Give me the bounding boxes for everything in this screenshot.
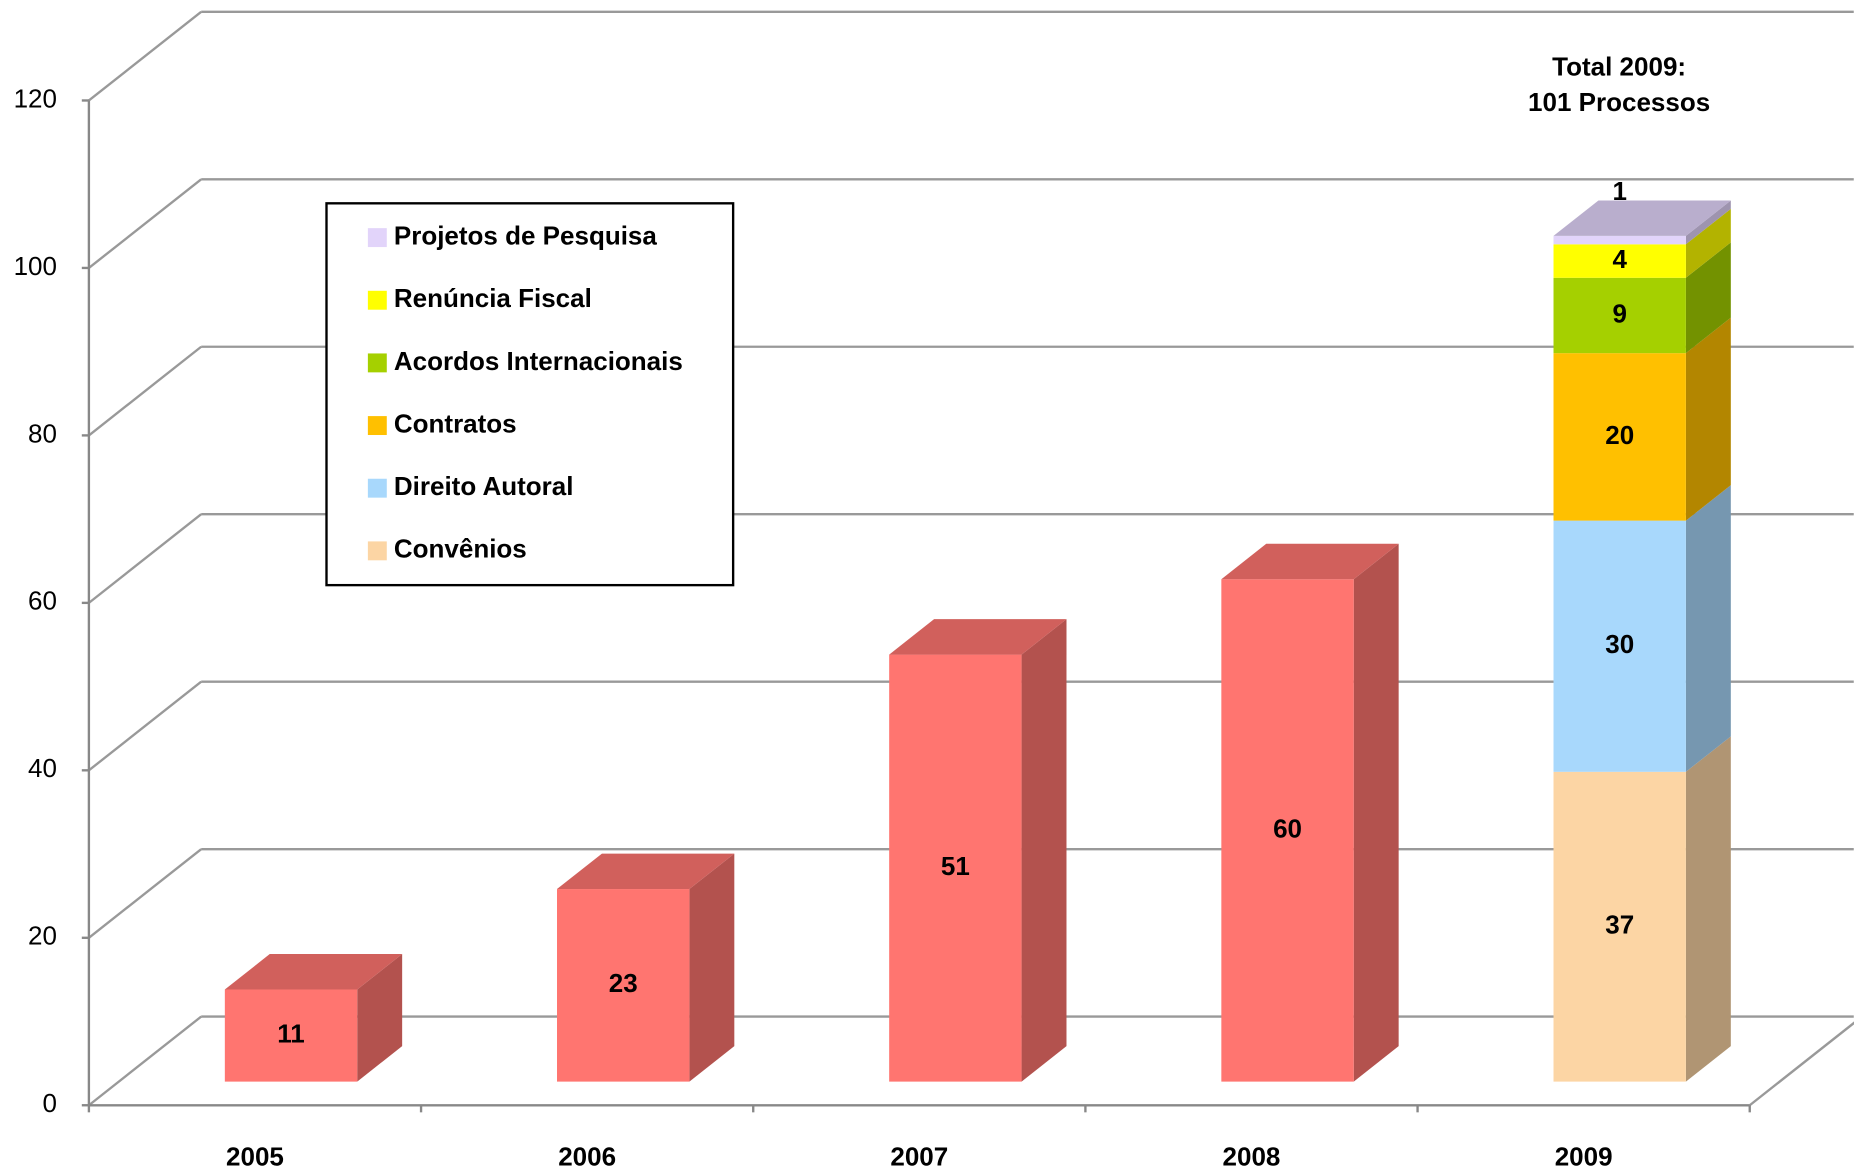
bar bbox=[1553, 244, 1686, 278]
floor-edge bbox=[1749, 1021, 1854, 1107]
bar bbox=[1221, 579, 1354, 1082]
bar bbox=[889, 654, 1022, 1082]
grid-line-side bbox=[88, 1015, 202, 1107]
legend-swatch bbox=[367, 228, 387, 248]
bar bbox=[1553, 353, 1686, 521]
data-label: 9 bbox=[1612, 298, 1626, 328]
legend-swatch bbox=[367, 478, 387, 498]
bar-top bbox=[557, 853, 735, 890]
y-tick-label: 80 bbox=[28, 418, 57, 448]
grid-line-side bbox=[88, 178, 202, 269]
data-label: 51 bbox=[941, 851, 970, 881]
bar-side bbox=[1685, 242, 1731, 354]
data-label: 11 bbox=[277, 1018, 305, 1048]
bar-top bbox=[1221, 543, 1399, 580]
data-label: 37 bbox=[1605, 910, 1634, 940]
annotation: Total 2009: bbox=[1552, 51, 1686, 81]
bar bbox=[1553, 277, 1686, 354]
x-tick-label: 2005 bbox=[226, 1141, 284, 1171]
legend-label: Renúncia Fiscal bbox=[394, 283, 592, 313]
bar-side bbox=[1685, 208, 1731, 278]
bar-side bbox=[1685, 200, 1731, 245]
bar-side bbox=[1685, 317, 1731, 521]
bar bbox=[1553, 235, 1686, 245]
legend-swatch bbox=[367, 290, 387, 310]
bar-top bbox=[224, 954, 403, 990]
bar-side bbox=[1021, 619, 1067, 1082]
x-tick-label: 2007 bbox=[890, 1141, 948, 1171]
bar bbox=[224, 989, 358, 1082]
bar-side bbox=[357, 954, 403, 1082]
bar-side bbox=[1685, 485, 1731, 772]
data-label: 60 bbox=[1273, 813, 1302, 843]
annotation: 101 Processos bbox=[1528, 87, 1710, 117]
legend-swatch bbox=[367, 416, 387, 436]
x-tick-label: 2009 bbox=[1555, 1141, 1613, 1171]
y-tick-label: 60 bbox=[28, 586, 57, 616]
bar-side bbox=[689, 853, 735, 1082]
data-label: 1 bbox=[1612, 176, 1626, 206]
legend-label: Acordos Internacionais bbox=[394, 346, 683, 376]
bar bbox=[1553, 771, 1686, 1082]
grid-line-side bbox=[88, 513, 202, 604]
legend-label: Convênios bbox=[394, 534, 527, 564]
bar-side bbox=[1685, 736, 1731, 1082]
legend-label: Contratos bbox=[394, 408, 517, 438]
legend-label: Direito Autoral bbox=[394, 471, 574, 501]
grid-line-side bbox=[88, 10, 202, 102]
grid-line-side bbox=[88, 680, 202, 772]
data-label: 4 bbox=[1612, 244, 1627, 274]
y-tick-label: 20 bbox=[28, 921, 57, 951]
x-tick-label: 2006 bbox=[558, 1141, 616, 1171]
y-tick-label: 120 bbox=[14, 83, 57, 113]
data-label: 30 bbox=[1605, 629, 1634, 659]
legend-swatch bbox=[367, 541, 387, 561]
grid-line-side bbox=[88, 345, 202, 437]
bar bbox=[1553, 520, 1686, 772]
bar bbox=[557, 889, 690, 1082]
x-tick-label: 2008 bbox=[1223, 1141, 1281, 1171]
bar-top bbox=[889, 619, 1067, 655]
bar-top bbox=[1553, 200, 1731, 236]
legend-label: Projetos de Pesquisa bbox=[394, 220, 658, 250]
y-tick-label: 100 bbox=[14, 251, 57, 281]
data-label: 23 bbox=[609, 968, 638, 998]
bar-side bbox=[1353, 543, 1399, 1082]
data-label: 20 bbox=[1605, 420, 1634, 450]
y-tick-label: 0 bbox=[43, 1088, 57, 1118]
y-tick-label: 40 bbox=[28, 753, 57, 783]
legend-swatch bbox=[367, 353, 387, 373]
legend bbox=[325, 202, 735, 587]
grid-line-side bbox=[88, 848, 202, 939]
